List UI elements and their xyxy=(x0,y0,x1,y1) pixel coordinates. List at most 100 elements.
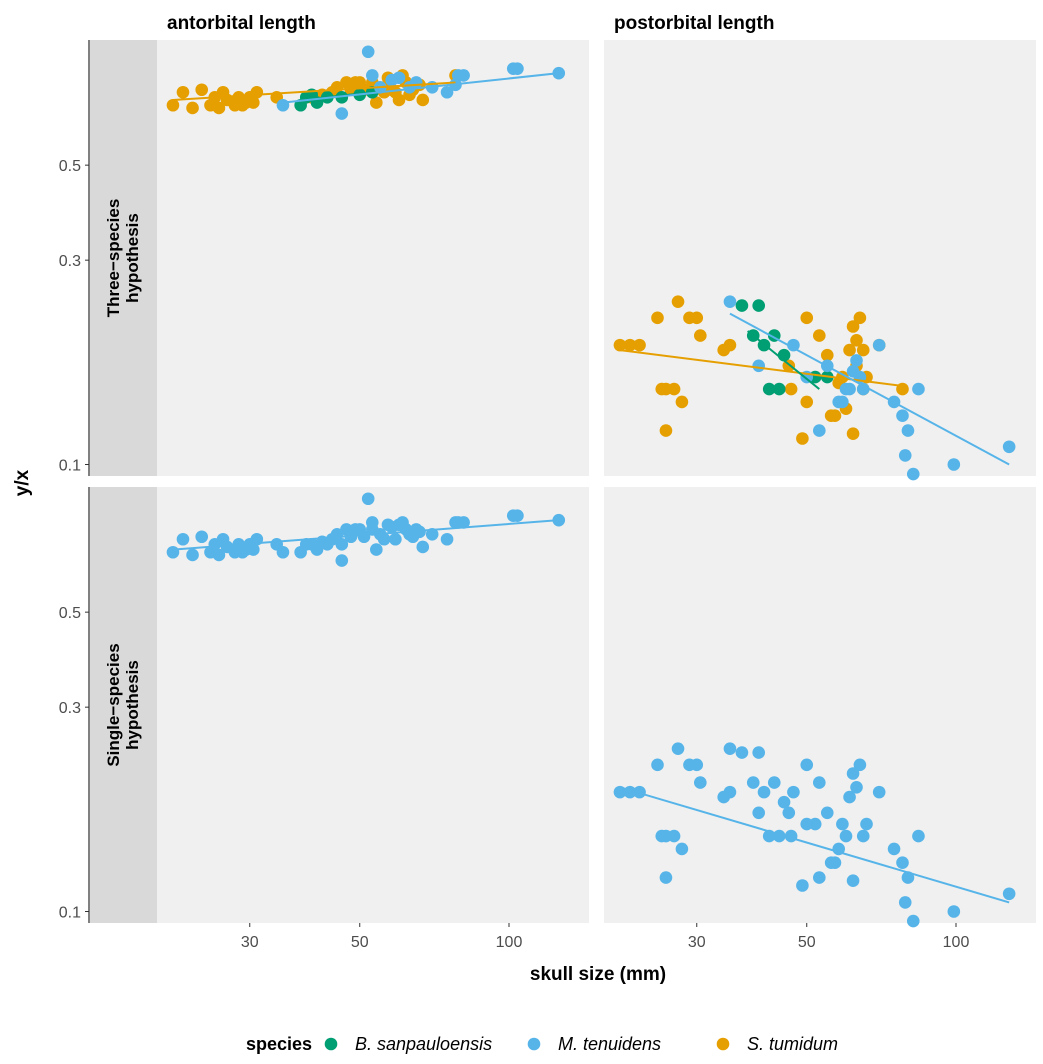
data-point xyxy=(853,758,867,772)
data-point xyxy=(361,492,375,506)
panel-0-1 xyxy=(613,295,1016,481)
data-point xyxy=(843,790,856,804)
data-point xyxy=(723,785,737,799)
data-point xyxy=(850,354,863,367)
data-point xyxy=(651,758,664,772)
data-point xyxy=(357,530,371,544)
legend-title: species xyxy=(246,1034,312,1054)
data-point xyxy=(772,382,786,396)
data-point xyxy=(836,817,849,831)
panel-background xyxy=(157,487,589,923)
data-point xyxy=(1002,440,1016,454)
data-point xyxy=(186,101,199,115)
y-tick-label: 0.5 xyxy=(59,158,81,175)
row-strip xyxy=(89,40,157,476)
data-point xyxy=(735,299,749,312)
data-point xyxy=(872,338,886,352)
data-point xyxy=(409,76,423,89)
data-point xyxy=(836,370,849,384)
data-point xyxy=(846,427,860,441)
data-point xyxy=(389,532,402,546)
data-point xyxy=(757,785,771,799)
legend-label: B. sanpauloensis xyxy=(355,1034,492,1054)
data-point xyxy=(176,532,190,546)
data-point xyxy=(912,829,925,843)
row-title-line: hypothesis xyxy=(123,660,142,750)
data-point xyxy=(752,299,765,312)
data-point xyxy=(901,424,915,437)
data-point xyxy=(787,785,800,799)
data-point xyxy=(195,530,209,544)
data-point xyxy=(613,338,627,352)
data-point xyxy=(856,382,870,396)
data-point xyxy=(416,540,430,554)
data-point xyxy=(800,311,814,325)
x-tick-label: 50 xyxy=(798,934,816,951)
panel-1-0 xyxy=(166,492,566,567)
row-title-line: Three−species xyxy=(104,199,123,318)
data-point xyxy=(836,395,849,409)
fit-line xyxy=(282,72,559,104)
data-point xyxy=(457,69,470,82)
data-point xyxy=(906,914,920,928)
data-point xyxy=(787,338,800,352)
data-point xyxy=(762,382,776,396)
data-point xyxy=(812,424,826,437)
data-point xyxy=(947,905,961,918)
data-point xyxy=(896,856,909,869)
data-point xyxy=(633,338,646,352)
column-title: antorbital length xyxy=(167,13,316,34)
data-point xyxy=(843,382,856,396)
data-point xyxy=(853,311,867,325)
y-tick-label: 0.3 xyxy=(59,253,81,270)
row-title: Single−specieshypothesis xyxy=(104,643,142,766)
data-point xyxy=(671,295,685,308)
data-point xyxy=(335,107,349,120)
data-point xyxy=(767,776,781,789)
x-axis-title: skull size (mm) xyxy=(530,964,666,985)
data-point xyxy=(752,746,765,759)
fit-line xyxy=(619,786,1010,904)
legend-label: S. tumidum xyxy=(747,1034,838,1054)
x-tick-label: 50 xyxy=(351,934,369,951)
data-point xyxy=(335,538,349,551)
legend-marker xyxy=(527,1037,541,1051)
data-point xyxy=(186,548,199,562)
data-point xyxy=(828,856,842,869)
data-point xyxy=(800,395,814,409)
fit-line xyxy=(172,519,559,551)
data-point xyxy=(808,817,822,831)
y-tick-label: 0.3 xyxy=(59,700,81,717)
data-point xyxy=(723,338,737,352)
data-point xyxy=(812,871,826,884)
legend-marker xyxy=(716,1037,730,1051)
data-point xyxy=(440,85,454,99)
data-point xyxy=(511,509,524,522)
data-point xyxy=(735,746,749,759)
data-point xyxy=(195,83,209,97)
data-point xyxy=(850,780,863,794)
data-point xyxy=(365,516,379,529)
strips-layer: Three−specieshypothesisSingle−specieshyp… xyxy=(88,40,157,923)
data-point xyxy=(752,359,765,373)
data-point xyxy=(659,424,673,437)
axes-layer: antorbital length postorbital length 0.1 0.… xyxy=(59,13,970,951)
row-title: Three−specieshypothesis xyxy=(104,199,142,318)
data-point xyxy=(872,785,886,799)
panel-background xyxy=(157,40,589,476)
panel-background xyxy=(604,40,1036,476)
data-point xyxy=(511,62,524,75)
data-point xyxy=(887,842,901,856)
y-tick-label: 0.5 xyxy=(59,605,81,622)
data-point xyxy=(651,311,664,325)
data-point xyxy=(212,548,226,562)
legend-label: M. tenuidens xyxy=(558,1034,661,1054)
data-point xyxy=(552,66,566,80)
data-point xyxy=(860,817,873,831)
data-point xyxy=(784,382,798,396)
x-tick-label: 30 xyxy=(241,934,259,951)
data-point xyxy=(896,409,909,422)
data-point xyxy=(392,93,406,107)
x-tick-label: 100 xyxy=(496,934,523,951)
